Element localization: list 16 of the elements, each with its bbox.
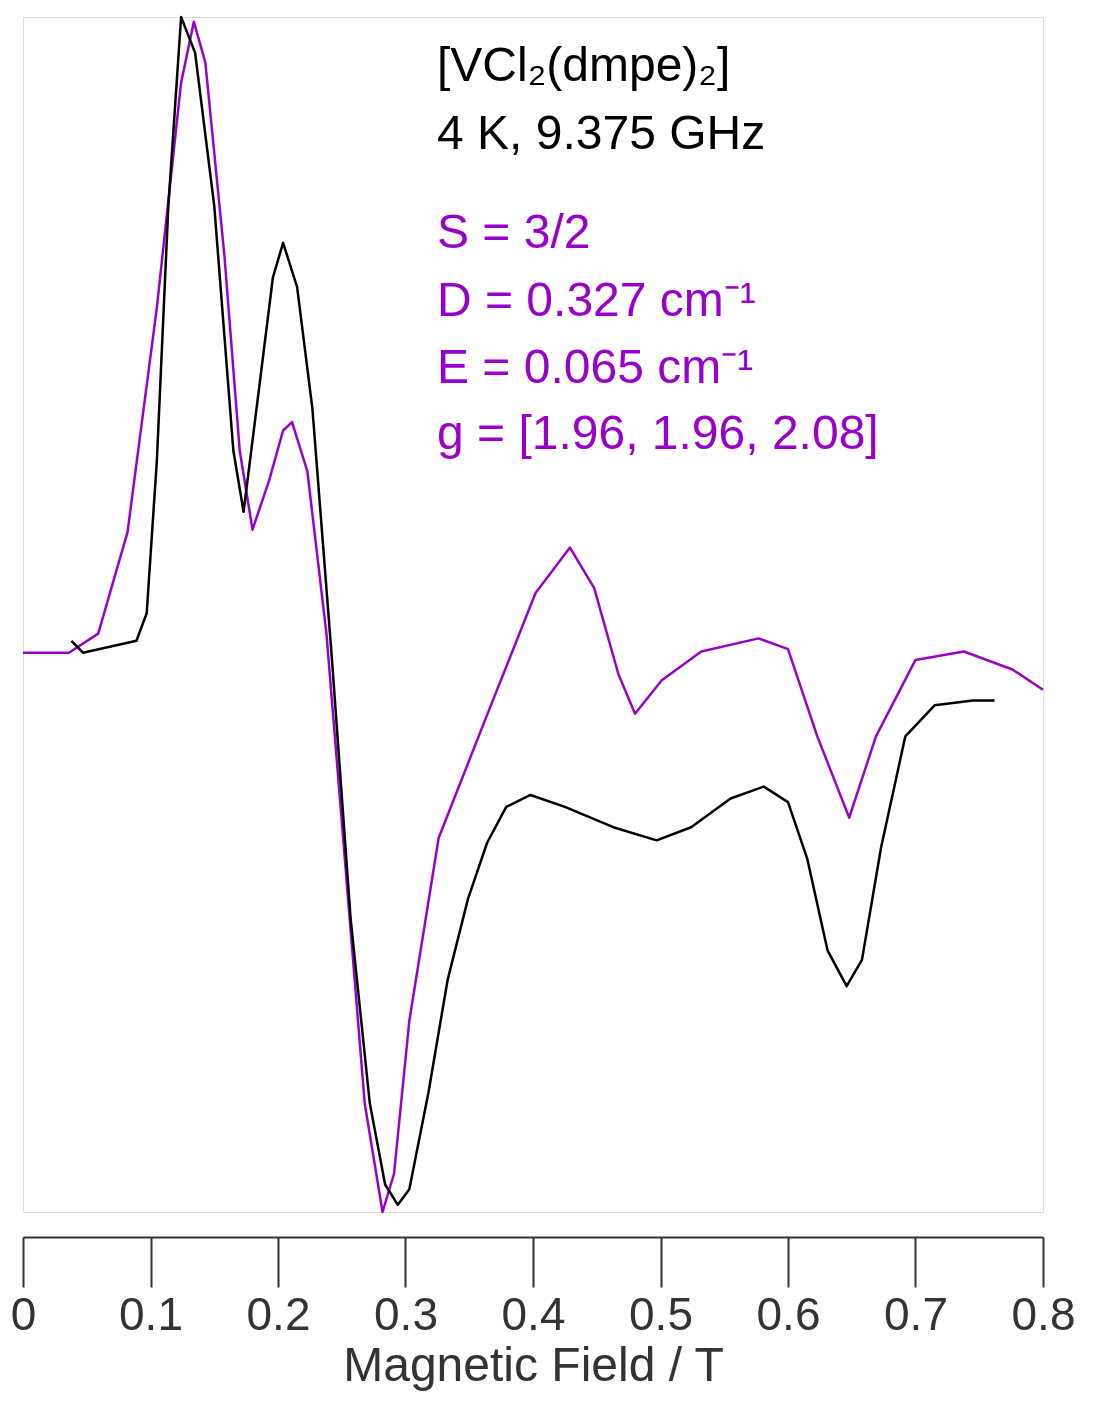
x-tick-label: 0.4 — [501, 1287, 566, 1340]
x-tick-label: 0.5 — [629, 1287, 693, 1340]
x-tick-label: 0.1 — [119, 1287, 183, 1340]
annotation: 4 K, 9.375 GHz — [437, 106, 766, 159]
x-axis-title: Magnetic Field / T — [343, 1337, 724, 1391]
annotation: g = [1.96, 1.96, 2.08] — [437, 406, 879, 459]
x-tick-label: 0.7 — [884, 1287, 948, 1340]
annotation: E = 0.065 cm⁻¹ — [437, 340, 754, 393]
x-tick-label: 0.2 — [246, 1287, 311, 1340]
x-tick-label: 0.8 — [1011, 1287, 1076, 1340]
x-tick-label: 0.3 — [374, 1287, 438, 1340]
annotation: D = 0.327 cm⁻¹ — [437, 273, 756, 326]
annotation: [VCl₂(dmpe)₂] — [437, 38, 731, 91]
annotation: S = 3/2 — [437, 205, 591, 258]
x-tick-label: 0.6 — [756, 1287, 821, 1340]
x-tick-label: 0 — [10, 1287, 37, 1340]
